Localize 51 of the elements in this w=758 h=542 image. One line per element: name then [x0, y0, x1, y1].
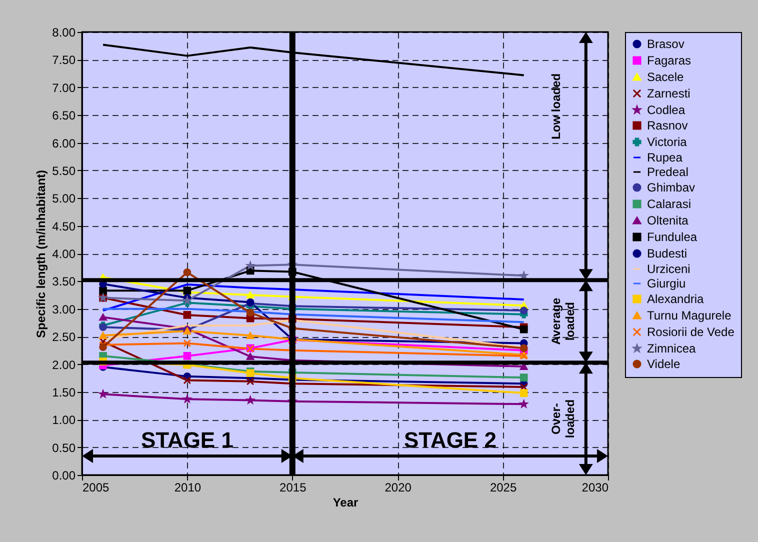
y-axis-title: Specific length (m/inhabitant) [34, 170, 48, 338]
annotation: Average loaded [548, 298, 577, 345]
y-tick-label: 6.50 [52, 108, 76, 123]
legend-label: Zimnicea [647, 342, 696, 356]
legend-label: Codlea [647, 103, 686, 117]
legend-label: Rasnov [647, 118, 688, 132]
legend-label: Rupea [647, 150, 683, 164]
x-tick-label: 2020 [384, 480, 412, 494]
legend-label: Brasov [647, 37, 684, 51]
legend-label: Videle [647, 357, 680, 371]
x-axis-title: Year [332, 496, 359, 510]
y-tick-label: 2.00 [52, 358, 76, 372]
legend-label: Rosiorii de Vede [647, 325, 735, 339]
legend-label: Turnu Magurele [647, 308, 732, 322]
legend-label: Predeal [647, 165, 688, 179]
legend-label: Alexandria [647, 292, 704, 306]
y-tick-label: 3.00 [52, 302, 76, 316]
legend-label: Oltenita [647, 214, 689, 228]
legend-label: Giurgiu [647, 276, 686, 290]
legend-label: Fagaras [647, 54, 692, 68]
legend-label: Urziceni [647, 262, 690, 276]
y-tick-label: 0.50 [52, 440, 76, 455]
y-tick-label: 7.00 [52, 80, 76, 95]
x-tick-label: 2015 [280, 480, 307, 494]
y-tick-label: 3.50 [52, 274, 76, 289]
annotation: STAGE 2 [404, 427, 496, 452]
y-tick-label: 1.50 [52, 385, 76, 400]
y-tick-label: 4.50 [52, 219, 76, 234]
y-tick-label: 7.50 [52, 53, 76, 68]
annotation: Over-loaded [548, 399, 577, 438]
legend-label: Budesti [647, 246, 688, 260]
legend-label: Ghimbav [647, 180, 696, 194]
x-tick-label: 2010 [174, 480, 202, 494]
legend-label: Fundulea [647, 230, 698, 244]
y-tick-label: 0.00 [52, 468, 76, 482]
legend-label: Calarasi [647, 197, 692, 211]
legend-label: Zarnesti [647, 86, 690, 100]
y-tick-label: 4.00 [52, 247, 76, 261]
y-tick-label: 8.00 [52, 26, 76, 40]
x-tick-label: 2005 [82, 480, 110, 494]
legend-label: Victoria [647, 135, 688, 149]
x-tick-label: 2025 [490, 480, 517, 494]
x-tick-label: 2030 [582, 480, 609, 494]
y-tick-label: 5.50 [52, 164, 76, 178]
annotation: Low loaded [548, 73, 563, 140]
annotation: STAGE 1 [140, 427, 234, 452]
y-tick-label: 6.00 [52, 136, 76, 150]
y-tick-label: 1.00 [52, 413, 76, 428]
y-tick-label: 2.50 [52, 330, 76, 344]
legend-label: Sacele [647, 70, 684, 84]
y-tick-label: 5.00 [52, 192, 76, 206]
